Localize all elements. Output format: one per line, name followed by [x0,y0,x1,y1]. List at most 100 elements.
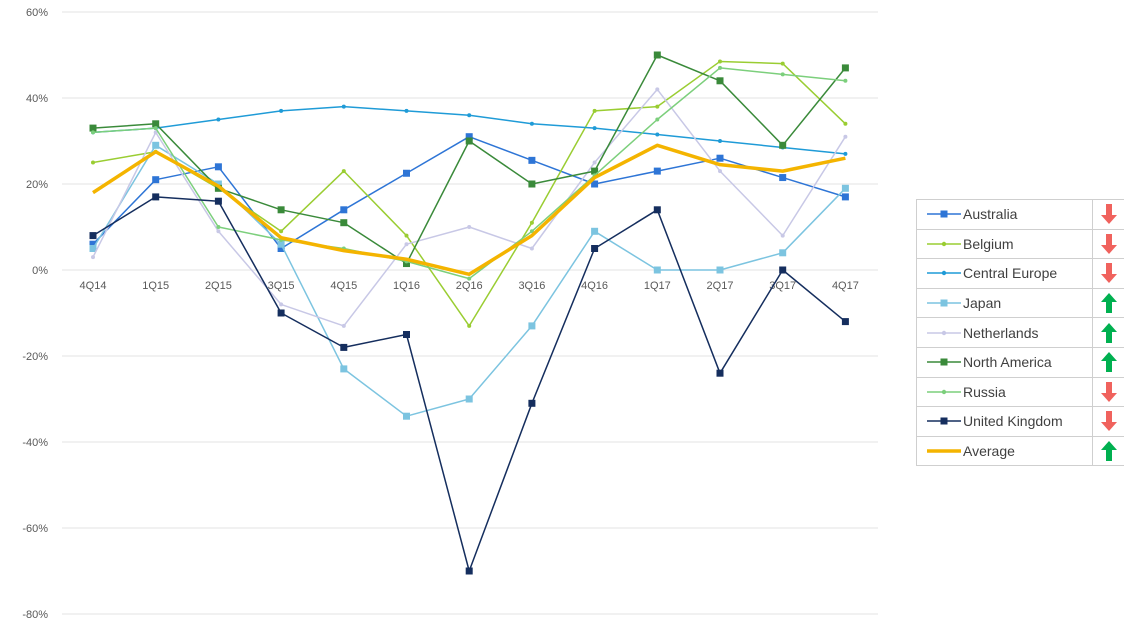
data-point [653,266,661,274]
data-point [152,141,160,149]
legend-label: Netherlands [963,324,1039,341]
series-russia [91,65,848,281]
data-point [467,225,472,229]
data-point [528,322,536,330]
x-tick-label: 3Q16 [518,280,545,292]
x-axis-ticks: 4Q14 1Q15 2Q15 3Q15 4Q15 1Q16 2Q16 3Q16 4Q16 1Q17… [80,280,859,292]
data-point [404,242,409,247]
data-point [653,51,661,59]
data-point [655,87,660,92]
data-point [216,225,221,229]
trend-down-arrow-icon [1092,407,1124,436]
legend-swatch [925,234,963,254]
legend-item-united-kingdom[interactable]: United Kingdom [917,407,1124,437]
series-netherlands [91,87,848,328]
data-point [718,59,722,64]
data-point [841,193,849,201]
data-point [592,126,597,131]
series-australia [89,133,849,252]
data-point [403,169,410,177]
legend-swatch [925,382,963,402]
y-tick-label: -60% [22,523,48,535]
x-tick-label: 4Q16 [581,280,608,292]
data-point [341,104,346,109]
x-tick-label: 4Q14 [80,280,107,292]
data-point [779,249,787,257]
data-point [216,229,221,234]
data-point [653,206,661,214]
data-point [214,197,222,205]
data-point [340,219,348,227]
data-point [718,65,722,70]
data-point [465,395,473,403]
y-tick-label: 40% [26,93,48,105]
series-united-kingdom [89,193,849,575]
data-point [528,399,536,407]
data-point [403,260,410,268]
trend-up-arrow-icon [1092,318,1124,347]
series-line [92,196,846,572]
data-point [655,132,660,137]
data-point [465,133,473,141]
data-point [591,167,599,175]
x-tick-label: 1Q16 [393,280,420,292]
x-tick-label: 2Q17 [707,280,734,292]
data-point [841,64,849,72]
data-point [89,240,97,248]
data-point [467,323,472,328]
data-point [214,163,222,171]
series-line [92,135,846,250]
legend-item-netherlands[interactable]: Netherlands [917,318,1124,348]
y-tick-label: 0% [32,265,48,277]
data-point [655,104,660,109]
legend-swatch [925,323,963,343]
data-point [467,276,472,281]
x-tick-label: 2Q16 [456,280,483,292]
trend-up-arrow-icon [1092,347,1124,377]
trend-down-arrow-icon [1092,259,1124,288]
series-line [92,54,846,265]
legend-item-central-europe[interactable]: Central Europe [917,259,1124,289]
data-point [653,167,661,175]
series-central-europe [91,104,848,156]
legend-item-north-america[interactable]: North America [917,347,1124,378]
legend-swatch [925,263,963,283]
data-point [592,108,597,113]
legend-label: Japan [963,295,1002,312]
data-point [277,309,285,317]
y-axis-ticks: 60% 40% 20% 0% -20% -40% -60% -80% [22,7,48,621]
series-average [92,143,846,277]
data-point [214,180,222,188]
legend-item-australia[interactable]: Australia [917,200,1124,230]
legend-label: United Kingdom [963,413,1063,430]
legend-label: Average [963,443,1015,460]
data-point [780,61,785,66]
x-tick-label: 1Q15 [142,280,169,292]
legend-item-average[interactable]: Average [917,436,1124,467]
data-point [592,160,597,165]
data-point [465,567,473,575]
data-point [216,117,221,122]
legend-item-japan[interactable]: Japan [917,288,1124,319]
data-point [404,108,409,113]
y-tick-label: -20% [22,351,48,363]
data-point [843,78,848,83]
data-point [591,227,599,235]
data-point [843,151,848,156]
data-point [340,365,348,373]
legend-label: Central Europe [963,265,1058,282]
y-tick-label: -80% [22,609,48,621]
data-point [277,240,285,248]
trend-down-arrow-icon [1092,229,1124,259]
x-tick-label: 4Q17 [832,280,859,292]
data-point [655,117,660,122]
data-point [89,245,97,252]
data-point [277,206,285,214]
legend-item-russia[interactable]: Russia [917,377,1124,408]
series-line [92,67,846,280]
legend-item-belgium[interactable]: Belgium [917,229,1124,260]
data-point [779,174,787,182]
data-point [152,193,160,201]
y-tick-label: 60% [26,7,48,19]
